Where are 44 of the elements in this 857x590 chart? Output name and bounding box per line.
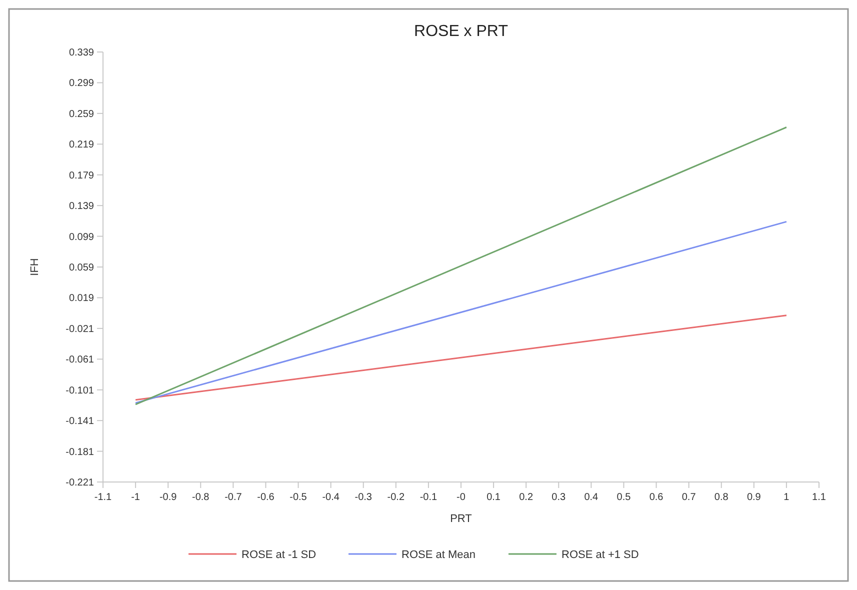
- x-tick-label: 0.1: [486, 492, 501, 503]
- y-tick-label: -0.181: [66, 446, 94, 458]
- legend-label: ROSE at Mean: [402, 548, 476, 561]
- x-tick-label: -1.1: [94, 492, 112, 503]
- x-axis-title: PRT: [450, 513, 472, 525]
- y-tick-label: 0.299: [68, 78, 94, 90]
- x-tick-label: 0.6: [649, 492, 664, 503]
- x-tick-label: -0.7: [224, 492, 242, 503]
- y-tick-label: -0.221: [66, 478, 94, 488]
- x-tick-label: -0.2: [387, 492, 405, 503]
- x-tick-label: -0.8: [192, 492, 210, 503]
- y-tick-label: 0.179: [68, 170, 94, 182]
- y-tick-label: 0.139: [68, 201, 94, 212]
- y-tick-label: 0.019: [68, 293, 94, 304]
- x-tick-label: -0.6: [257, 492, 275, 503]
- y-tick-label: -0.141: [66, 416, 94, 428]
- y-tick-label: -0.021: [66, 324, 94, 335]
- y-tick-label: -0.061: [66, 354, 94, 366]
- chart-title: ROSE x PRT: [414, 23, 508, 40]
- x-tick-label: -0.1: [420, 492, 438, 503]
- x-tick-label: 0.7: [682, 492, 696, 503]
- x-tick-label: 0.2: [519, 492, 534, 503]
- x-tick-label: 0.4: [584, 492, 599, 503]
- legend-label: ROSE at -1 SD: [242, 548, 316, 561]
- y-tick-label: 0.339: [68, 48, 94, 58]
- legend-label: ROSE at +1 SD: [562, 548, 639, 561]
- x-tick-label: -0.3: [354, 492, 372, 503]
- x-tick-label: -0.5: [290, 492, 308, 503]
- x-tick-label: 0.8: [714, 492, 729, 503]
- x-tick-label: -0.9: [159, 492, 178, 503]
- y-tick-label: 0.259: [68, 108, 94, 120]
- x-tick-label: 1.1: [812, 492, 826, 503]
- x-tick-label: 0.3: [552, 492, 566, 503]
- x-tick-label: 1: [784, 492, 790, 503]
- y-tick-label: -0.101: [66, 385, 94, 396]
- y-tick-label: 0.059: [68, 262, 94, 274]
- y-tick-label: 0.219: [68, 140, 94, 151]
- y-tick-label: 0.099: [68, 232, 94, 243]
- x-tick-label: -1: [131, 492, 140, 503]
- x-tick-label: -0.4: [322, 492, 340, 503]
- x-tick-label: 0.9: [746, 492, 762, 503]
- x-tick-label: -0: [456, 492, 466, 503]
- y-axis-title: IFH: [29, 258, 41, 276]
- x-tick-label: 0.5: [616, 492, 632, 503]
